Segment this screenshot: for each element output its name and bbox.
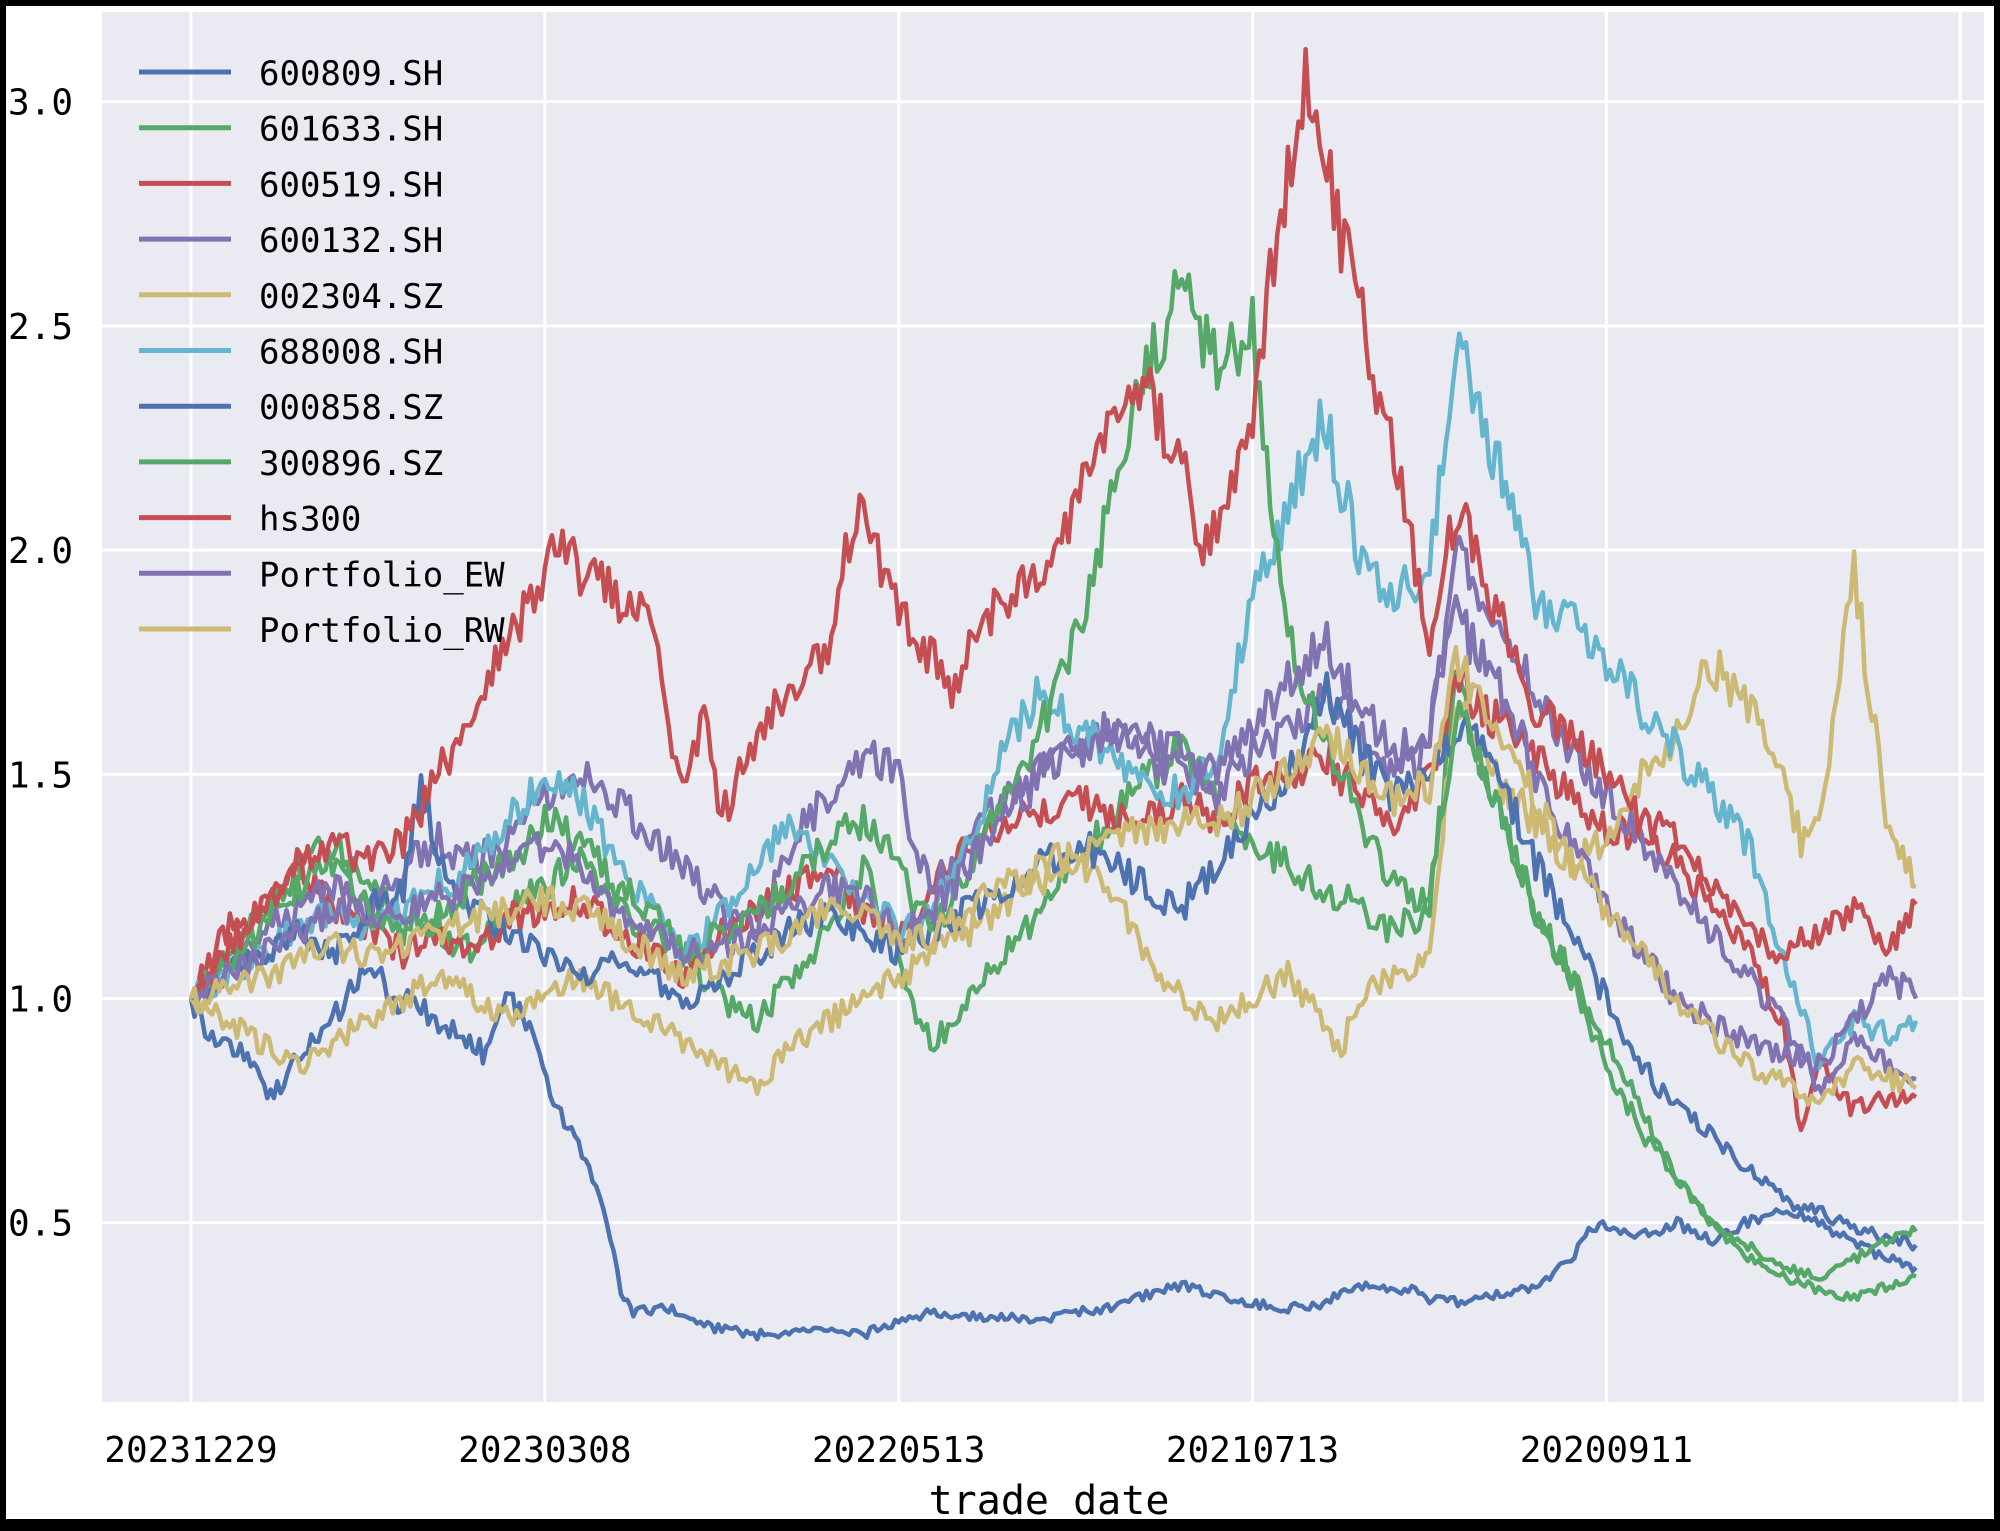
series-line-600809.SH [188,965,1918,1342]
y-tick-label: 0.5 [8,1204,73,1245]
y-tick-label: 3.0 [8,83,73,124]
x-tick-label: 20200911 [1520,1430,1693,1471]
x-tick-label: 20231229 [104,1430,277,1471]
series-line-600132.SH [189,534,1917,1097]
legend-label: 002304.SZ [259,277,443,317]
y-tick-label: 1.5 [8,755,73,796]
legend-label: 000858.SZ [259,388,443,428]
y-tick-label: 2.0 [8,531,73,572]
line-chart: 0.5 1.0 1.5 2.0 2.5 3.0 20231229 20230308 20220… [8,12,1984,1524]
legend-label: 600132.SH [259,221,443,261]
x-tick-labels: 20231229 20230308 20220513 20210713 20200911 [104,1430,1693,1471]
legend-label: 600519.SH [259,165,443,205]
series-line-688008.SH [190,331,1919,1071]
x-tick-label: 20220513 [812,1430,985,1471]
x-axis-label: trade_date [929,1478,1170,1524]
legend-label: Portfolio_EW [259,555,505,595]
legend-label: 601633.SH [259,110,443,150]
y-tick-label: 2.5 [8,307,73,348]
x-tick-label: 20230308 [458,1430,631,1471]
legend-label: 600809.SH [259,54,443,94]
legend-label: Portfolio_RW [259,611,505,651]
series-line-Portfolio_RW [188,644,1918,1107]
legend-label: hs300 [259,500,361,540]
y-tick-labels: 0.5 1.0 1.5 2.0 2.5 3.0 [8,83,73,1245]
series-lines [188,46,1919,1342]
series-line-600519.SH [190,668,1918,1133]
y-tick-label: 1.0 [8,979,73,1020]
legend-label: 300896.SZ [259,444,443,484]
series-line-hs300 [188,46,1918,1000]
legend: 600809.SH 601633.SH 600519.SH 600132.SH 0023… [139,54,505,651]
x-tick-label: 20210713 [1166,1430,1339,1471]
legend-label: 688008.SH [259,333,443,373]
